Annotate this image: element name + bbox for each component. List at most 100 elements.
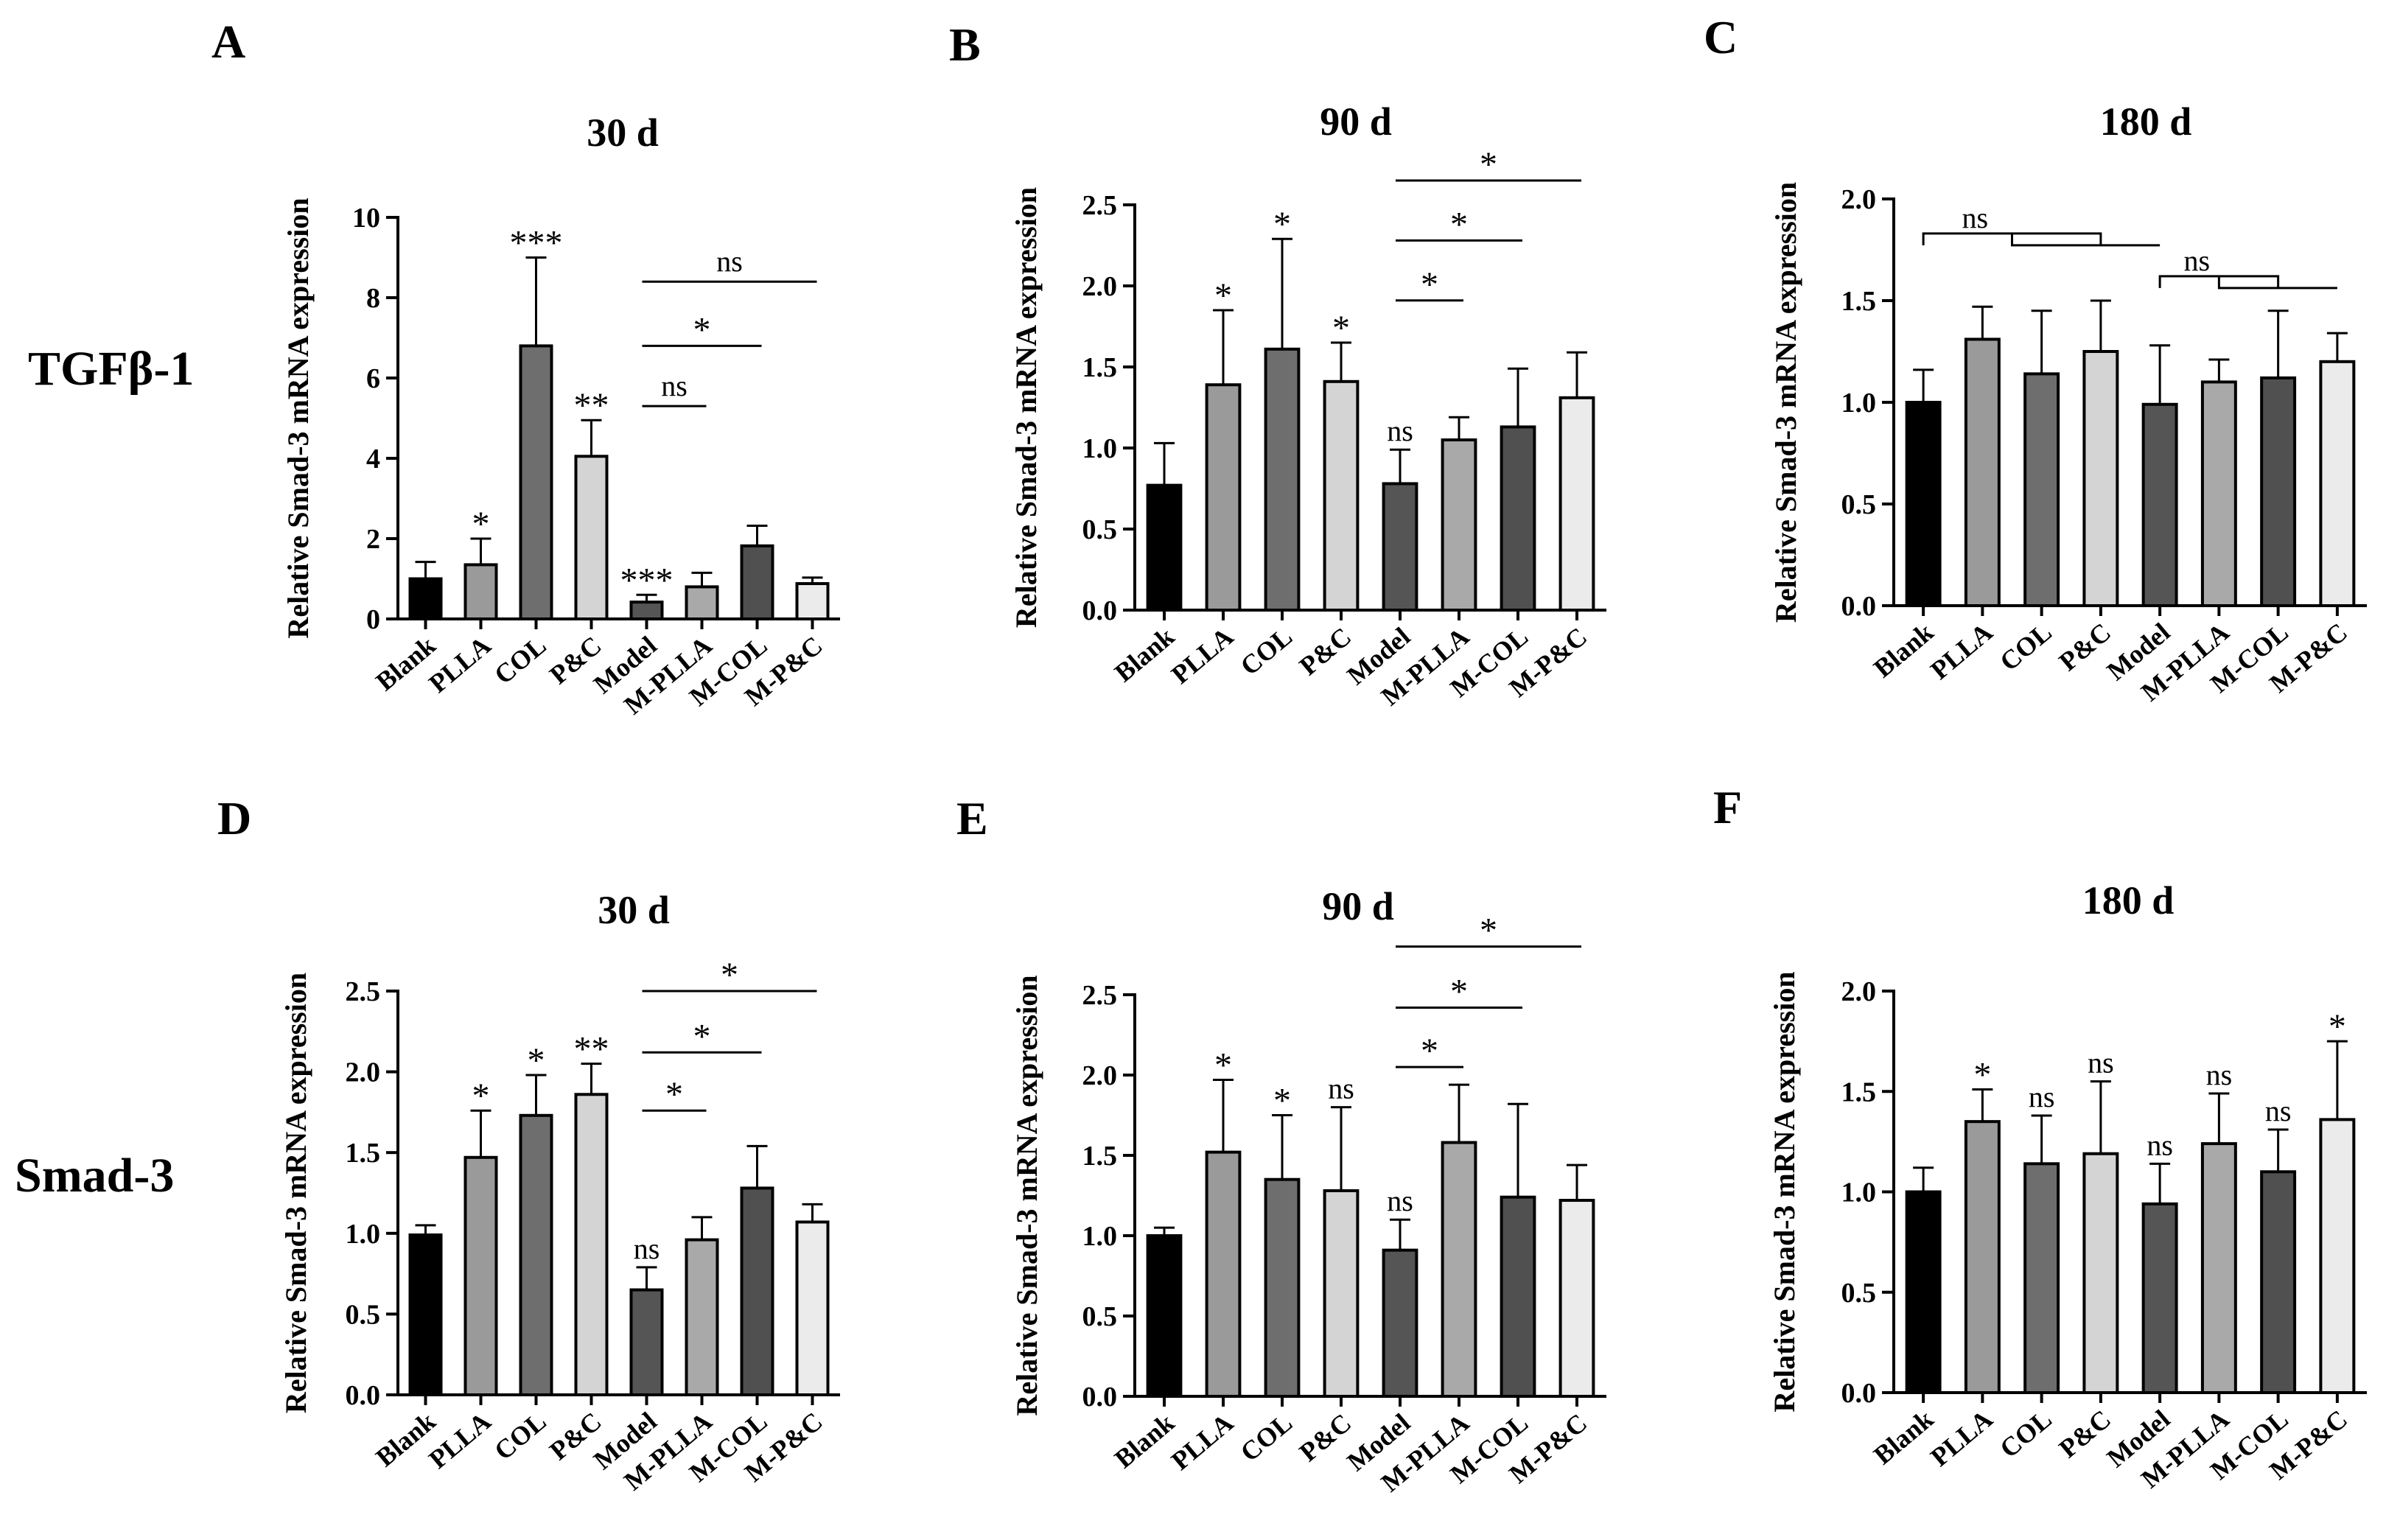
chart-a-y-tick-label: 8	[366, 283, 380, 314]
panel-letter-f: F	[1713, 781, 1742, 833]
chart-a-bracket-label-0: ns	[661, 369, 688, 402]
chart-e-title: 90 d	[1322, 884, 1394, 928]
panel-letter-c: C	[1704, 11, 1738, 63]
chart-c-y-tick-label: 1.0	[1841, 388, 1877, 419]
chart-d-y-tick-label: 1.0	[346, 1219, 381, 1250]
chart-a-y-tick-label: 4	[366, 444, 380, 475]
chart-a-y-tick-label: 6	[366, 363, 380, 394]
chart-b-y-tick-label: 1.0	[1082, 433, 1118, 464]
chart-f-sig-label-m-plla: ns	[2206, 1058, 2233, 1091]
chart-c-bar-col	[2023, 372, 2060, 607]
chart-c-bar-m-col	[2260, 376, 2297, 607]
chart-b-y-tick-label: 2.5	[1082, 190, 1118, 221]
chart-a-x-tick-label-blank: Blank	[370, 630, 441, 696]
chart-f-bar-blank	[1905, 1190, 1942, 1394]
chart-e-y-tick-label: 2.5	[1082, 980, 1118, 1011]
chart-f-y-tick-label: 1.0	[1841, 1177, 1877, 1208]
chart-e-x-tick-label-col: COL	[1235, 1407, 1298, 1467]
chart-b-y-tick-label: 0.0	[1082, 595, 1118, 626]
chart-e-sig-label-col: *	[1273, 1082, 1291, 1121]
chart-b-title: 90 d	[1320, 99, 1392, 144]
chart-d-y-tick-label: 1.5	[346, 1138, 381, 1169]
chart-e-bar-m-pandc	[1558, 1199, 1595, 1399]
chart-b-bar-model	[1382, 482, 1418, 612]
chart-a-bar-model	[629, 601, 664, 620]
chart-b-bar-m-plla	[1441, 438, 1477, 612]
chart-e-y-tick-label: 0.5	[1082, 1301, 1118, 1332]
chart-a-bar-blank	[408, 577, 443, 620]
chart-b-bar-col	[1264, 347, 1301, 612]
chart-f-sig-label-m-col: ns	[2265, 1094, 2292, 1127]
chart-d-title: 30 d	[598, 888, 670, 932]
chart-c-bar-m-pandc	[2319, 360, 2356, 607]
chart-b: 90 d Relative Smad-3 mRNA expression 0.0 0.…	[1010, 99, 1606, 711]
chart-b-y-tick-label: 1.5	[1082, 352, 1118, 383]
chart-e-y-tick-label: 0.0	[1082, 1382, 1118, 1413]
chart-e-bar-m-col	[1500, 1195, 1536, 1399]
chart-f-x-tick-label-plla: PLLA	[1925, 1404, 1998, 1471]
chart-a-sig-label-plla: *	[472, 505, 490, 544]
chart-d: 30 d Relative Smad-3 mRNA expression 0.0 0.…	[279, 888, 840, 1496]
chart-f-y-tick-label: 1.5	[1841, 1077, 1877, 1107]
chart-f-sig-label-plla: *	[1973, 1056, 1991, 1095]
chart-c-y-axis-label: Relative Smad-3 mRNA expression	[1769, 182, 1802, 623]
chart-b-x-tick-label-col: COL	[1235, 621, 1298, 681]
row-label-smad3: Smad-3	[15, 1149, 174, 1203]
chart-a-bar-pandc	[574, 455, 609, 621]
panel-letter-b: B	[949, 18, 981, 71]
chart-e-sig-label-pandc: ns	[1328, 1072, 1354, 1105]
chart-c-x-tick-label-plla: PLLA	[1925, 617, 1998, 685]
chart-b-bar-m-pandc	[1558, 396, 1595, 612]
chart-e-sig-label-plla: *	[1214, 1046, 1232, 1085]
chart-b-sig-label-col: *	[1273, 205, 1291, 244]
chart-b-bracket-label-1: *	[1450, 205, 1468, 244]
chart-d-y-tick-label: 0.5	[346, 1299, 381, 1330]
chart-e-bar-pandc	[1323, 1189, 1360, 1398]
chart-c-bar-pandc	[2082, 350, 2119, 607]
chart-f-bar-m-plla	[2200, 1142, 2237, 1394]
chart-f-y-tick-label: 0.0	[1841, 1378, 1877, 1409]
chart-d-y-tick-label: 2.5	[346, 976, 381, 1007]
chart-f-bar-model	[2141, 1202, 2178, 1394]
chart-e-bar-model	[1382, 1248, 1418, 1398]
chart-d-bar-m-pandc	[795, 1220, 830, 1397]
chart-c-y-tick-label: 1.5	[1841, 286, 1877, 317]
chart-b-y-tick-label: 2.0	[1082, 271, 1118, 302]
chart-e-x-tick-label-blank: Blank	[1109, 1407, 1180, 1474]
row-label-tgfb1: TGFβ-1	[28, 342, 194, 396]
chart-f-y-axis-label: Relative Smad-3 mRNA expression	[1768, 971, 1801, 1412]
chart-e-x-tick-label-plla: PLLA	[1166, 1407, 1239, 1475]
chart-a-y-tick-label: 10	[352, 203, 380, 234]
panel-letter-a: A	[211, 15, 245, 68]
panel-letter-d: D	[217, 792, 251, 844]
panel-letter-e: E	[956, 792, 988, 844]
chart-a-bar-plla	[463, 563, 498, 620]
chart-f-x-tick-label-col: COL	[1994, 1404, 2057, 1463]
chart-c-bar-model	[2141, 402, 2178, 607]
chart-e-bar-m-plla	[1441, 1141, 1477, 1399]
chart-c-bar-blank	[1905, 401, 1942, 607]
chart-f-sig-label-col: ns	[2029, 1080, 2055, 1113]
chart-c-group-bracket-0	[1922, 232, 2161, 247]
chart-a: 30 d Relative Smad-3 mRNA expression 0 2 4 6 8…	[281, 111, 840, 720]
chart-d-bracket-label-1: *	[693, 1017, 711, 1056]
chart-c-x-tick-label-col: COL	[1994, 617, 2057, 676]
chart-c-title: 180 d	[2100, 99, 2192, 144]
chart-c-y-tick-label: 0.0	[1841, 591, 1877, 622]
chart-a-y-tick-label: 0	[366, 604, 380, 635]
chart-e-bar-blank	[1146, 1234, 1183, 1398]
chart-f-bar-m-pandc	[2319, 1118, 2356, 1395]
chart-c: 180 d Relative Smad-3 mRNA expression 0.0 0…	[1769, 99, 2367, 707]
chart-d-sig-label-col: *	[528, 1041, 545, 1080]
chart-e: 90 d Relative Smad-3 mRNA expression 0.0 0.…	[1010, 884, 1606, 1497]
chart-e-bracket-label-1: *	[1450, 972, 1468, 1011]
chart-a-y-tick-label: 2	[366, 524, 380, 555]
chart-f-sig-label-m-pandc: *	[2329, 1007, 2346, 1046]
chart-d-bar-m-col	[740, 1186, 774, 1396]
chart-d-bar-plla	[463, 1155, 498, 1396]
chart-d-bar-col	[519, 1113, 553, 1397]
chart-b-x-tick-label-blank: Blank	[1109, 621, 1180, 687]
chart-f-x-tick-label-blank: Blank	[1868, 1404, 1939, 1470]
chart-f-bar-m-col	[2260, 1170, 2297, 1394]
